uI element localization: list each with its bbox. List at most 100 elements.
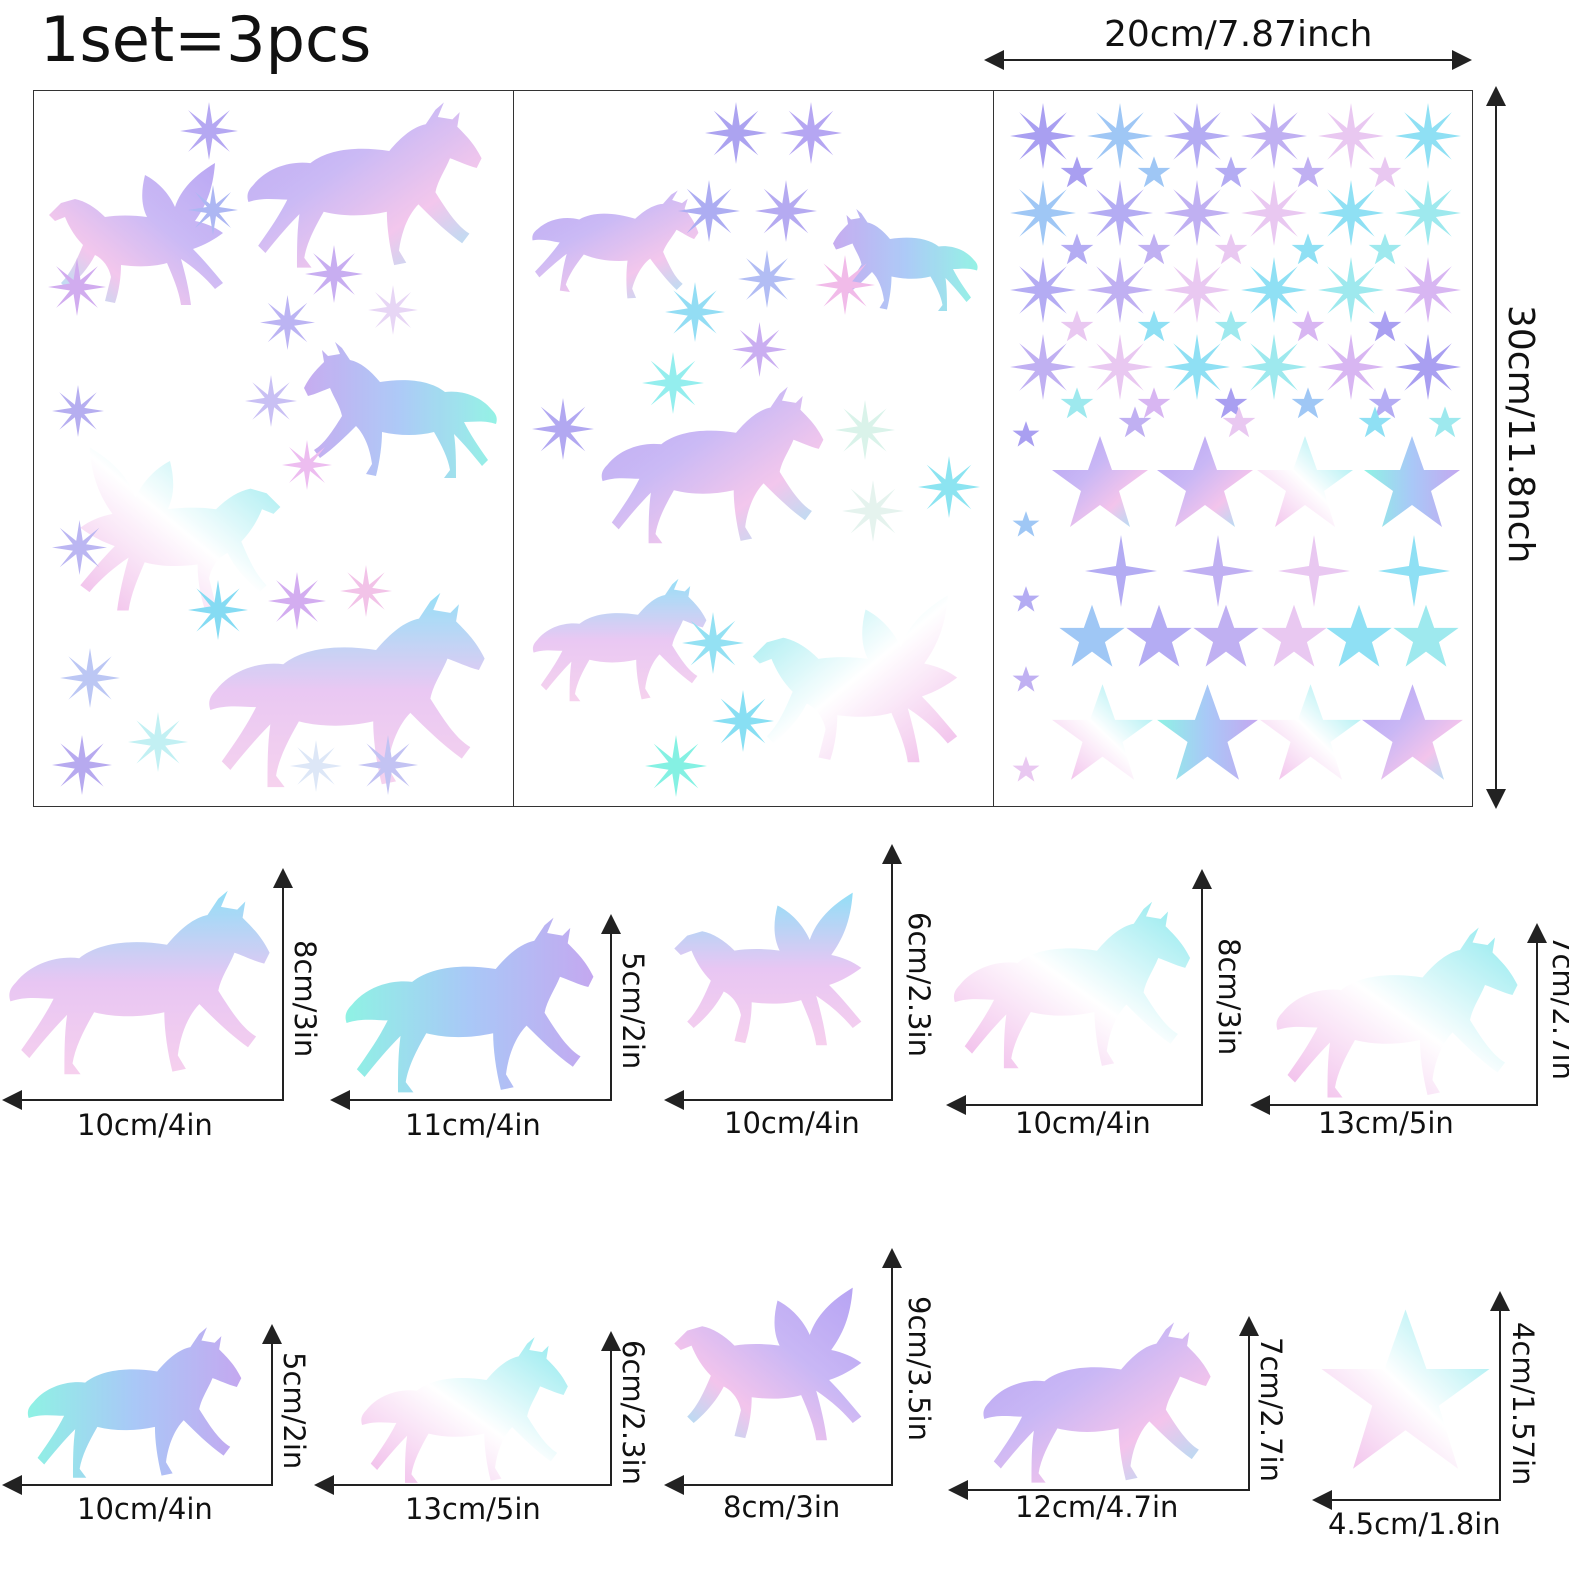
small-star-sticker — [1368, 233, 1402, 265]
sparkle-sticker — [1182, 535, 1254, 607]
row1-piece-2-height: 5cm/2in — [616, 952, 650, 1070]
sparkle-sticker — [1164, 334, 1230, 400]
row1-piece-3-bracket — [664, 844, 902, 1110]
tiny-star-sticker — [1012, 756, 1040, 782]
row1-piece-2-width: 11cm/4in — [405, 1108, 541, 1142]
medium-star-sticker — [1393, 604, 1459, 667]
sparkle-sticker — [1010, 257, 1076, 323]
small-star-sticker — [1291, 387, 1325, 419]
row2-piece-5-art — [1321, 1309, 1490, 1469]
row1-piece-2-bracket — [330, 914, 621, 1110]
row1-piece-5-bracket — [1250, 923, 1547, 1115]
sparkle-sticker — [1278, 535, 1350, 607]
row2-piece-1-bracket — [2, 1324, 282, 1495]
medium-star-sticker — [1126, 604, 1192, 667]
sparkle-sticker — [1395, 257, 1461, 323]
sparkle-sticker — [1318, 103, 1384, 169]
row1-piece-5-width: 13cm/5in — [1318, 1106, 1454, 1140]
sparkle-sticker — [1318, 180, 1384, 246]
tiny-star-sticker — [1012, 421, 1040, 447]
small-star-sticker — [1060, 156, 1094, 188]
sparkle-sticker — [1378, 535, 1450, 607]
large-star-sticker — [1052, 436, 1148, 527]
sheet-width-label: 20cm/7.87inch — [1104, 14, 1373, 55]
sparkle-sticker — [1010, 334, 1076, 400]
small-star-sticker — [1214, 233, 1248, 265]
sparkle-sticker — [1318, 257, 1384, 323]
large-star-sticker — [1364, 436, 1460, 527]
row2-piece-4-width: 12cm/4.7in — [1015, 1490, 1179, 1524]
sparkle-sticker — [1085, 535, 1157, 607]
row2-piece-4-bracket — [948, 1316, 1259, 1500]
row2-piece-1-art — [27, 1327, 242, 1478]
row2-piece-3-width: 8cm/3in — [723, 1490, 841, 1524]
row2-piece-2-width: 13cm/5in — [405, 1492, 541, 1526]
sheet-2-artwork — [525, 102, 980, 797]
small-star-sticker — [1060, 310, 1094, 342]
row2-piece-3-bracket — [664, 1248, 902, 1495]
row2-piece-1-height: 5cm/2in — [277, 1352, 311, 1470]
small-star-sticker — [1137, 156, 1171, 188]
row1-piece-3-width: 10cm/4in — [724, 1106, 860, 1140]
sparkle-sticker — [1010, 103, 1076, 169]
sparkle-sticker — [1087, 334, 1153, 400]
sparkle-sticker — [1241, 334, 1307, 400]
row1-piece-5-height: 7cm/2.7in — [1546, 935, 1569, 1080]
small-star-sticker — [1428, 406, 1462, 438]
small-star-sticker — [1060, 387, 1094, 419]
small-star-sticker — [1368, 156, 1402, 188]
medium-star-sticker — [1193, 604, 1259, 667]
row1-piece-2-art — [345, 917, 594, 1093]
sparkle-sticker — [1164, 257, 1230, 323]
row1-piece-5-art — [1276, 927, 1518, 1098]
sheet-3-artwork — [1010, 103, 1463, 782]
sheet-1-artwork — [48, 102, 497, 795]
small-star-sticker — [1214, 310, 1248, 342]
medium-star-sticker — [1326, 604, 1392, 667]
small-star-sticker — [1060, 233, 1094, 265]
small-star-sticker — [1214, 156, 1248, 188]
tiny-star-sticker — [1012, 511, 1040, 537]
sparkle-sticker — [1241, 103, 1307, 169]
row1-piece-1-width: 10cm/4in — [77, 1108, 213, 1142]
sparkle-sticker — [1241, 180, 1307, 246]
small-star-sticker — [1291, 310, 1325, 342]
large-star-sticker — [1257, 436, 1353, 527]
small-star-sticker — [1214, 387, 1248, 419]
row1-piece-1-height: 8cm/3in — [288, 940, 322, 1058]
row2-piece-5-bracket — [1312, 1291, 1510, 1510]
sparkle-sticker — [1395, 180, 1461, 246]
sparkle-sticker — [1164, 103, 1230, 169]
row2-piece-3-height: 9cm/3.5in — [902, 1296, 936, 1441]
tiny-star-sticker — [1012, 666, 1040, 692]
row2-piece-1-width: 10cm/4in — [77, 1492, 213, 1526]
large-star-sticker — [1260, 684, 1361, 780]
row2-piece-4-art — [983, 1322, 1211, 1483]
row2-piece-5-height: 4cm/1.57in — [1506, 1322, 1540, 1486]
row2-piece-2-art — [361, 1337, 568, 1483]
sparkle-sticker — [1318, 334, 1384, 400]
medium-star-sticker — [1059, 604, 1125, 667]
row1-piece-4-width: 10cm/4in — [1015, 1106, 1151, 1140]
small-star-sticker — [1291, 156, 1325, 188]
small-star-sticker — [1368, 310, 1402, 342]
large-star-sticker — [1362, 684, 1463, 780]
sparkle-sticker — [1395, 103, 1461, 169]
sparkle-sticker — [1241, 257, 1307, 323]
sparkle-sticker — [1164, 180, 1230, 246]
row1-piece-4-bracket — [946, 869, 1212, 1115]
sparkle-sticker — [1010, 180, 1076, 246]
row1-piece-3-height: 6cm/2.3in — [902, 912, 936, 1057]
large-star-sticker — [1157, 684, 1258, 780]
row1-piece-4-art — [953, 901, 1191, 1069]
row2-piece-5-width: 4.5cm/1.8in — [1328, 1507, 1501, 1541]
small-star-sticker — [1137, 387, 1171, 419]
large-star-sticker — [1052, 684, 1153, 780]
set-count-title: 1set=3pcs — [40, 3, 372, 76]
row1-piece-3-art — [674, 892, 862, 1046]
sparkle-sticker — [1087, 103, 1153, 169]
sparkle-sticker — [1087, 257, 1153, 323]
row2-piece-3-art — [674, 1287, 862, 1441]
row1-piece-1-art — [9, 890, 270, 1075]
